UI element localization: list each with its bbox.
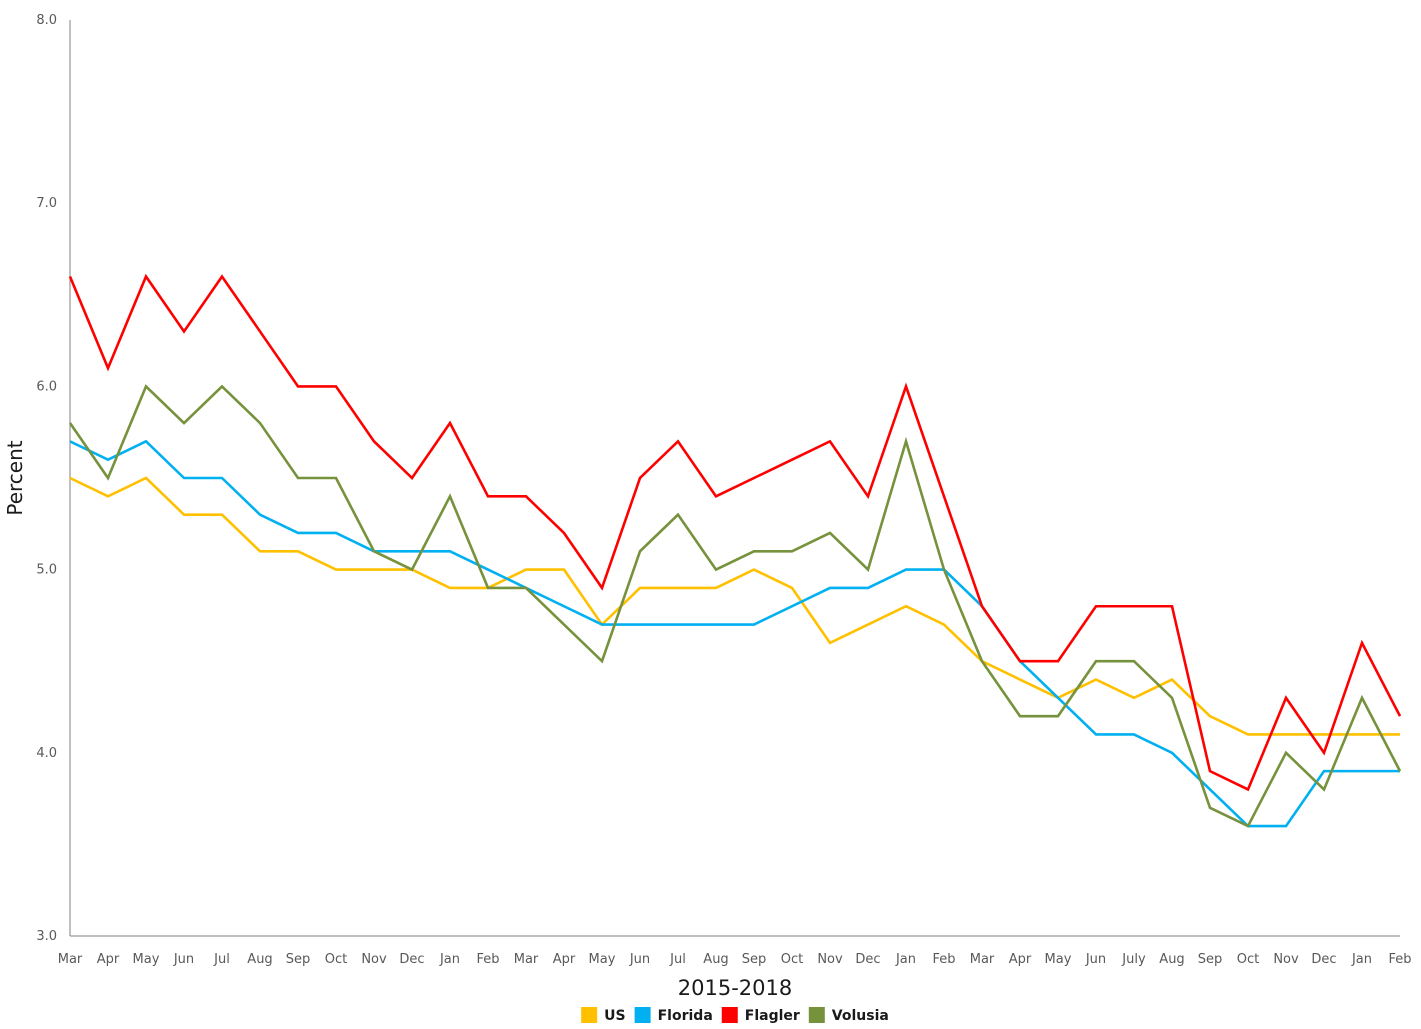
- legend-label-us: US: [604, 1008, 625, 1024]
- legend-label-volusia: Volusia: [832, 1008, 889, 1024]
- x-tick-label: Oct: [1237, 952, 1259, 967]
- y-tick-label: 6.0: [36, 379, 57, 394]
- series-line-volusia: [68, 384, 1402, 828]
- y-tick-label: 3.0: [36, 929, 57, 944]
- x-tick-label: Nov: [361, 952, 387, 967]
- series-line-us: [69, 476, 1400, 736]
- legend-swatch-us: [581, 1007, 598, 1023]
- x-tick-label: Jun: [629, 952, 650, 967]
- x-tick-label: Feb: [476, 952, 499, 967]
- y-axis-title: Percent: [3, 440, 27, 515]
- x-tick-label: Oct: [781, 952, 803, 967]
- x-tick-label: Nov: [817, 952, 843, 967]
- x-tick-label: Jan: [895, 952, 916, 967]
- legend-swatch-volusia: [808, 1007, 825, 1023]
- x-tick-label: Oct: [325, 952, 347, 967]
- x-tick-label: Dec: [855, 952, 880, 967]
- x-tick-label: Mar: [514, 952, 539, 967]
- x-tick-label: Mar: [970, 952, 995, 967]
- x-tick-label: Aug: [703, 952, 728, 967]
- y-tick-labels: 3.0 4.0 5.0 6.0 7.0 8.0: [36, 13, 57, 944]
- x-tick-label: Sep: [1198, 952, 1223, 967]
- x-tick-label: Jan: [439, 952, 460, 967]
- x-tick-labels: Mar Apr May Jun Jul Aug Sep Oct Nov Dec Jan Feb Mar A…: [58, 952, 1412, 967]
- x-tick-label: Apr: [553, 952, 576, 967]
- x-tick-label: July: [1121, 952, 1146, 967]
- y-tick-label: 7.0: [36, 196, 57, 211]
- legend-swatch-florida: [634, 1007, 651, 1023]
- y-tick-label: 8.0: [36, 13, 57, 28]
- series-lines: [68, 273, 1402, 828]
- x-tick-label: Mar: [58, 952, 83, 967]
- legend-swatch-flagler: [721, 1007, 738, 1023]
- x-tick-label: Jan: [1351, 952, 1372, 967]
- y-tick-label: 4.0: [36, 746, 57, 761]
- legend-label-flagler: Flagler: [745, 1008, 800, 1024]
- x-tick-label: Sep: [742, 952, 767, 967]
- x-tick-label: Aug: [247, 952, 272, 967]
- x-tick-label: Dec: [1311, 952, 1336, 967]
- series-line-florida: [69, 439, 1400, 828]
- x-tick-label: Aug: [1159, 952, 1184, 967]
- x-tick-label: Jul: [213, 952, 230, 967]
- x-tick-label: Apr: [97, 952, 120, 967]
- x-tick-label: Feb: [1388, 952, 1411, 967]
- x-tick-label: Apr: [1009, 952, 1032, 967]
- x-tick-label: Jun: [1085, 952, 1106, 967]
- x-tick-label: May: [589, 952, 616, 967]
- x-tick-label: Sep: [286, 952, 311, 967]
- y-tick-label: 5.0: [36, 563, 57, 578]
- series-line-flagler: [68, 273, 1402, 792]
- x-tick-label: May: [1045, 952, 1072, 967]
- legend-label-florida: Florida: [658, 1008, 713, 1024]
- x-axis-title: 2015-2018: [678, 976, 792, 1000]
- x-tick-label: Jul: [669, 952, 686, 967]
- x-tick-label: Jun: [173, 952, 194, 967]
- x-tick-label: May: [133, 952, 160, 967]
- x-tick-label: Nov: [1273, 952, 1299, 967]
- x-tick-label: Dec: [399, 952, 424, 967]
- legend: US Florida Flagler Volusia: [581, 1007, 889, 1024]
- x-tick-label: Feb: [932, 952, 955, 967]
